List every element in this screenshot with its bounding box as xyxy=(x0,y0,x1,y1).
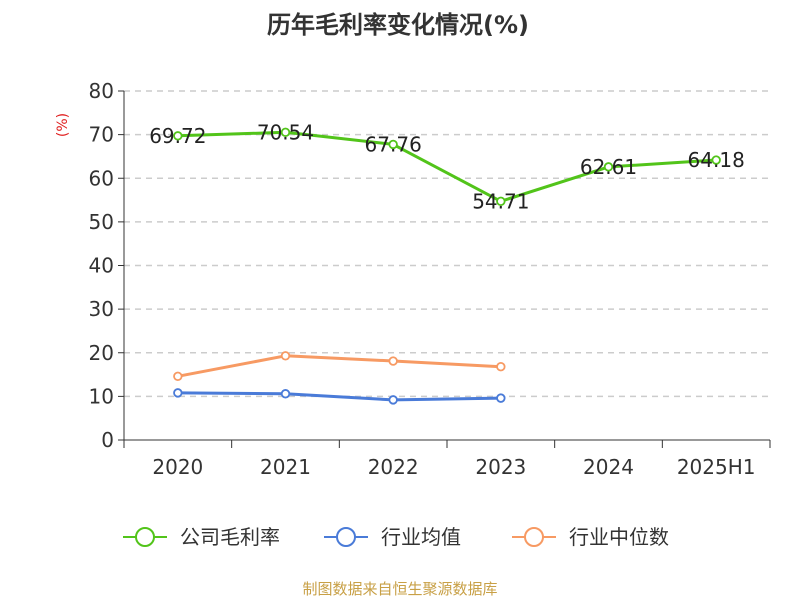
legend-label: 行业中位数 xyxy=(569,525,669,549)
y-tick-label: 20 xyxy=(89,341,114,365)
x-tick-label: 2025H1 xyxy=(677,455,756,479)
data-point xyxy=(173,131,183,141)
y-tick-label: 30 xyxy=(89,297,114,321)
data-point xyxy=(496,362,506,372)
data-point xyxy=(496,393,506,403)
data-label: 64.18 xyxy=(688,148,745,172)
data-label: 54.71 xyxy=(472,189,529,213)
data-point xyxy=(280,351,291,361)
data-labels: 69.72 70.54 67.76 54.71 62.61 64.18 xyxy=(149,120,745,213)
data-point xyxy=(173,371,183,382)
data-point xyxy=(173,388,183,398)
series-line xyxy=(176,391,503,402)
legend[interactable]: 公司毛利率 行业均值 行业中位数 xyxy=(123,525,669,549)
data-label: 67.76 xyxy=(365,132,422,156)
y-tick-label: 70 xyxy=(89,123,114,147)
data-label: 62.61 xyxy=(580,155,637,179)
y-tick-label: 10 xyxy=(89,384,114,408)
data-label: 69.72 xyxy=(149,124,206,148)
grid xyxy=(124,90,770,398)
legend-label: 公司毛利率 xyxy=(180,525,280,549)
legend-marker-icon xyxy=(336,527,356,547)
data-point xyxy=(711,155,721,165)
chart-title: 历年毛利率变化情况(%) xyxy=(267,11,529,39)
data-point xyxy=(388,356,398,366)
x-tick-label: 2021 xyxy=(260,455,311,479)
y-tick-label: 40 xyxy=(89,254,114,278)
series-line xyxy=(176,130,718,203)
legend-item[interactable]: 行业均值 xyxy=(324,525,461,549)
series-line xyxy=(176,354,503,378)
data-point xyxy=(388,139,398,150)
y-tick-label: 60 xyxy=(89,166,114,190)
x-tick-label: 2022 xyxy=(368,455,419,479)
legend-label: 行业均值 xyxy=(381,525,461,549)
legend-item[interactable]: 公司毛利率 xyxy=(123,525,280,549)
data-point xyxy=(603,162,614,172)
data-point xyxy=(388,395,398,405)
y-tick-label: 50 xyxy=(89,210,114,234)
axes: 0 10 20 30 40 50 60 70 80 2020 2021 2022 2023 2024 202… xyxy=(89,79,771,479)
legend-marker-icon xyxy=(135,527,155,547)
series xyxy=(173,127,721,405)
x-tick-label: 2023 xyxy=(475,455,526,479)
y-tick-label: 80 xyxy=(89,79,114,103)
data-label: 70.54 xyxy=(257,120,314,144)
legend-item[interactable]: 行业中位数 xyxy=(512,525,669,549)
data-point xyxy=(280,127,291,137)
source-note: 制图数据来自恒生聚源数据库 xyxy=(302,580,497,598)
x-tick-label: 2024 xyxy=(583,455,634,479)
data-point xyxy=(496,196,506,207)
x-tick-label: 2020 xyxy=(152,455,203,479)
legend-marker-icon xyxy=(524,527,544,547)
data-point xyxy=(280,389,291,399)
y-axis-label: (%) xyxy=(55,113,71,137)
y-tick-label: 0 xyxy=(101,428,114,452)
